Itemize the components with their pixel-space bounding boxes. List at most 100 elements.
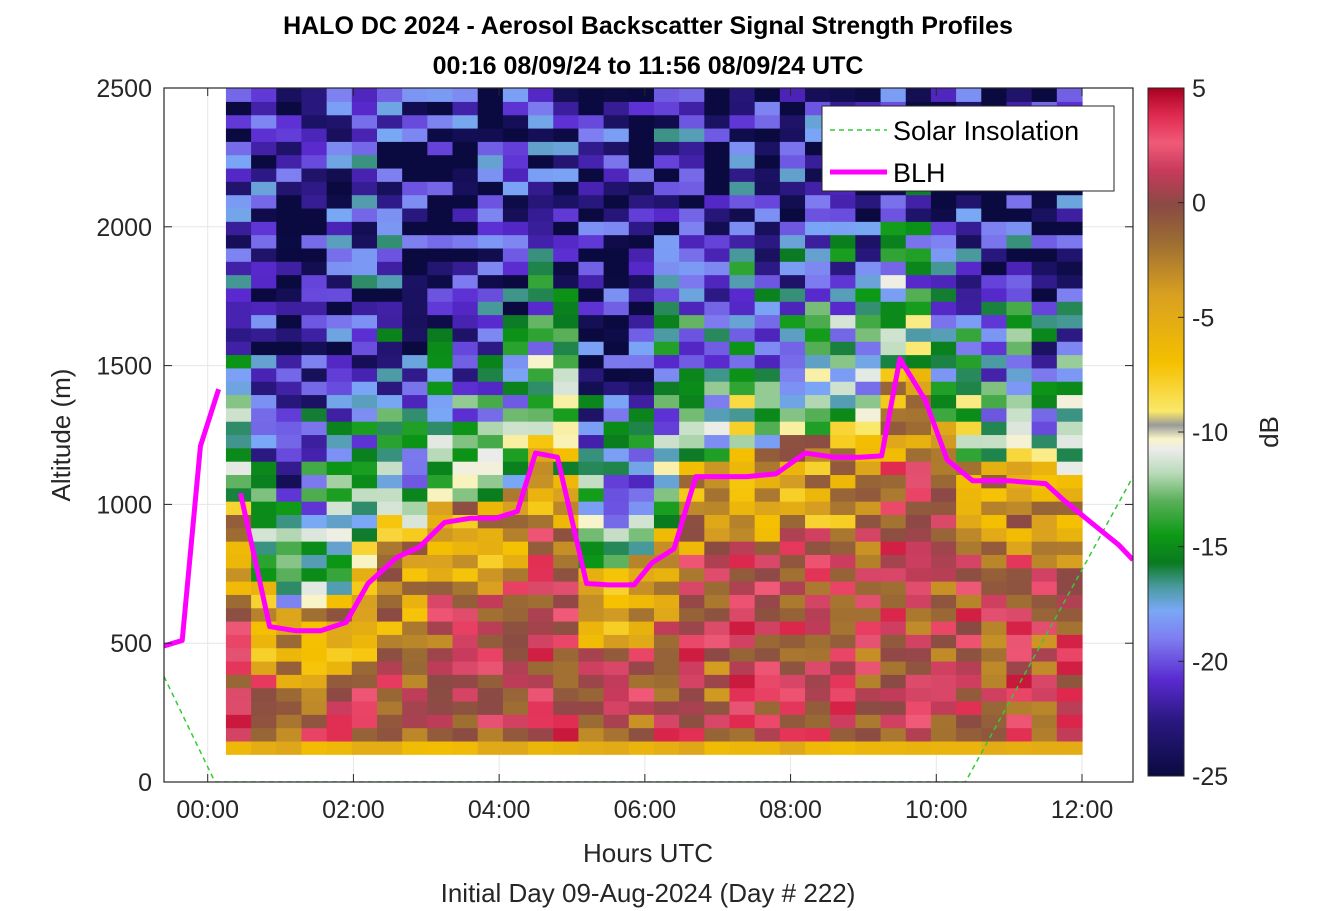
heatmap-cell (351, 620, 378, 635)
heatmap-cell (653, 674, 680, 689)
heatmap-cell (427, 594, 454, 609)
heatmap-cell (754, 301, 781, 316)
heatmap-cell (981, 301, 1008, 316)
heatmap-cell (679, 634, 705, 649)
heatmap-cell (653, 727, 680, 742)
heatmap-cell (956, 394, 982, 409)
heatmap-cell (326, 127, 353, 142)
heatmap-cell (1006, 740, 1033, 755)
heatmap-cell (981, 447, 1008, 462)
heatmap-cell (628, 247, 655, 262)
heatmap-cell (553, 647, 580, 662)
heatmap-cell (981, 327, 1008, 342)
heatmap-cell (905, 660, 932, 675)
heatmap-cell (251, 167, 277, 182)
heatmap-cell (981, 620, 1008, 635)
heatmap-cell (225, 327, 252, 342)
heatmap-cell (603, 367, 630, 382)
heatmap-cell (805, 687, 831, 702)
heatmap-cell (679, 527, 705, 542)
heatmap-cell (704, 421, 731, 436)
heatmap-cell (502, 740, 529, 755)
heatmap-cell (628, 127, 655, 142)
heatmap-cell (981, 660, 1008, 675)
heatmap-cell (930, 620, 957, 635)
colorbar-tick-label: 5 (1192, 75, 1206, 103)
heatmap-cell (427, 727, 454, 742)
heatmap-cell (1031, 287, 1058, 302)
heatmap-cell (956, 287, 982, 302)
heatmap-cell (351, 367, 378, 382)
heatmap-cell (351, 314, 378, 329)
heatmap-cell (251, 541, 277, 555)
heatmap-cell (452, 714, 479, 729)
heatmap-cell (905, 620, 932, 635)
heatmap-cell (402, 167, 428, 182)
heatmap-cell (377, 354, 403, 369)
heatmap-cell (402, 620, 428, 635)
heatmap-cell (427, 660, 454, 675)
heatmap-cell (452, 181, 479, 196)
heatmap-cell (452, 314, 479, 329)
heatmap-cell (402, 341, 428, 356)
heatmap-cell (326, 554, 353, 569)
heatmap-cell (754, 514, 781, 529)
heatmap-cell (981, 247, 1008, 262)
heatmap-cell (679, 421, 705, 436)
heatmap-cell (377, 714, 403, 729)
heatmap-cell (502, 660, 529, 675)
heatmap-cell (628, 594, 655, 609)
heatmap-cell (528, 141, 554, 156)
heatmap-cell (251, 114, 277, 129)
heatmap-cell (578, 647, 605, 662)
heatmap-cell (729, 607, 756, 622)
heatmap-cell (729, 194, 756, 209)
heatmap-cell (729, 554, 756, 569)
heatmap-cell (502, 141, 529, 156)
heatmap-cell (452, 581, 479, 595)
heatmap-cell (1056, 434, 1083, 449)
heatmap-cell (704, 487, 731, 502)
heatmap-cell (1056, 447, 1083, 462)
heatmap-cell (805, 607, 831, 622)
heatmap-cell (653, 194, 680, 209)
heatmap-cell (1056, 674, 1083, 689)
heatmap-cell (1056, 554, 1083, 569)
heatmap-cell (1056, 221, 1083, 236)
heatmap-cell (578, 487, 605, 502)
heatmap-cell (377, 341, 403, 356)
heatmap-cell (1031, 541, 1058, 555)
heatmap-cell (528, 367, 554, 382)
heatmap-cell (653, 567, 680, 582)
heatmap-cell (477, 740, 504, 755)
heatmap-cell (377, 381, 403, 396)
series-lines (164, 356, 1133, 782)
heatmap-cell (830, 727, 856, 742)
heatmap-cell (628, 461, 655, 476)
heatmap-cell (452, 634, 479, 649)
heatmap-cell (351, 447, 378, 462)
heatmap-cell (981, 261, 1008, 276)
heatmap-cell (276, 381, 303, 396)
heatmap-cell (326, 407, 353, 422)
heatmap-cell (956, 594, 982, 609)
heatmap-cell (377, 407, 403, 422)
heatmap-cell (502, 514, 529, 529)
heatmap-cell (578, 114, 605, 129)
heatmap-cell (1031, 434, 1058, 449)
heatmap-cell (553, 434, 580, 449)
heatmap-cell (578, 247, 605, 262)
heatmap-cell (452, 301, 479, 316)
heatmap-cell (402, 181, 428, 196)
heatmap-cell (805, 594, 831, 609)
heatmap-cell (225, 341, 252, 356)
heatmap-cell (905, 88, 932, 102)
heatmap-cell (628, 421, 655, 436)
heatmap-cell (704, 461, 731, 476)
heatmap-cell (477, 221, 504, 236)
heatmap-cell (956, 740, 982, 755)
heatmap-cell (1006, 194, 1033, 209)
heatmap-cell (855, 634, 882, 649)
heatmap-cell (704, 181, 731, 196)
heatmap-cell (1056, 367, 1083, 382)
